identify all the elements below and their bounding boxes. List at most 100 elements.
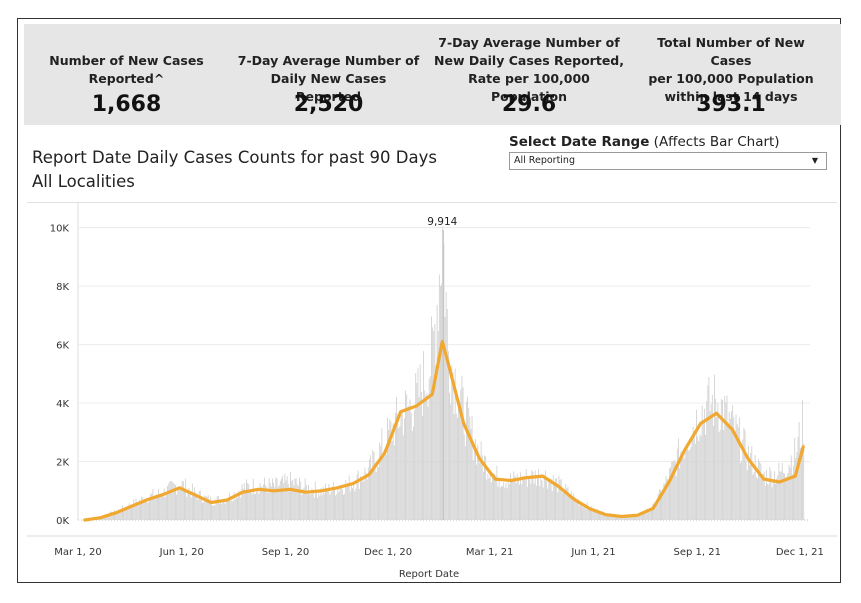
- kpi-7day-rate: 7-Day Average Number of New Daily Cases …: [434, 24, 624, 125]
- bar: [182, 481, 184, 520]
- bar: [608, 515, 610, 520]
- bar: [397, 414, 399, 520]
- bar: [497, 486, 499, 520]
- bar: [203, 501, 205, 520]
- bar: [220, 499, 222, 520]
- bar: [370, 455, 372, 520]
- bar: [555, 478, 556, 520]
- bar: [772, 482, 774, 520]
- bar: [354, 491, 356, 520]
- bar: [418, 397, 420, 520]
- bar: [514, 476, 516, 520]
- bar: [230, 500, 232, 520]
- bar: [412, 426, 414, 520]
- bar: [374, 462, 376, 520]
- bar: [512, 479, 514, 520]
- bar: [121, 505, 123, 520]
- bar: [147, 502, 149, 520]
- bar: [647, 510, 649, 520]
- bar: [644, 510, 646, 520]
- bar: [107, 515, 109, 520]
- bar: [353, 484, 355, 520]
- bar: [594, 509, 596, 520]
- bar: [266, 487, 268, 520]
- date-range-label-bold: Select Date Range: [509, 134, 650, 150]
- bar: [796, 452, 798, 520]
- y-tick-label: 2K: [56, 458, 69, 469]
- bar: [799, 447, 801, 520]
- bar: [487, 473, 489, 520]
- bar: [179, 489, 181, 520]
- bar: [588, 509, 590, 520]
- bar: [315, 489, 317, 520]
- x-axis-title: Report Date: [399, 569, 459, 580]
- bar: [318, 491, 320, 520]
- bar: [436, 304, 438, 520]
- bar: [613, 514, 615, 520]
- bar: [431, 316, 432, 520]
- bar: [663, 483, 665, 520]
- bar: [217, 495, 219, 520]
- bar: [538, 469, 540, 520]
- bar: [250, 489, 252, 520]
- bar: [306, 494, 308, 520]
- bar: [634, 515, 635, 520]
- kpi-label: Number of New Cases Reported^: [49, 53, 204, 86]
- bar: [678, 438, 679, 520]
- bar: [722, 399, 723, 520]
- bar: [117, 510, 119, 520]
- bar: [340, 486, 342, 520]
- bar: [419, 364, 421, 520]
- bar: [141, 496, 143, 520]
- bar: [702, 420, 704, 520]
- bar: [629, 515, 631, 520]
- bar: [570, 491, 572, 520]
- bar: [791, 474, 793, 520]
- kpi-label: 7-Day Average Number of Daily New Cases …: [237, 53, 420, 104]
- bar: [294, 478, 296, 520]
- bar: [408, 405, 410, 520]
- bar: [575, 497, 577, 520]
- bar: [246, 479, 247, 520]
- bar: [676, 448, 678, 520]
- bar: [196, 494, 198, 520]
- date-range-dropdown[interactable]: All Reporting ▼: [509, 152, 827, 170]
- bar: [396, 396, 397, 520]
- bar: [259, 483, 261, 520]
- bar: [434, 323, 436, 520]
- bar: [584, 506, 586, 520]
- bar: [679, 467, 681, 520]
- bar: [123, 508, 125, 520]
- bar: [299, 477, 300, 520]
- bar: [142, 497, 144, 520]
- bar: [435, 365, 437, 520]
- bar: [336, 494, 338, 520]
- bar: [597, 513, 599, 520]
- bar: [334, 487, 335, 520]
- bar: [549, 480, 551, 520]
- bar: [274, 487, 276, 520]
- bar: [685, 450, 687, 520]
- bar: [761, 473, 763, 520]
- bar: [675, 476, 677, 520]
- bar: [643, 513, 644, 520]
- bar: [564, 491, 566, 520]
- bar: [482, 472, 484, 520]
- bar: [208, 502, 210, 520]
- bar: [500, 486, 502, 520]
- bar: [446, 308, 448, 520]
- chevron-down-icon[interactable]: ▼: [811, 156, 818, 165]
- bar: [752, 474, 754, 520]
- bar: [747, 445, 749, 520]
- bar: [171, 481, 173, 520]
- bar: [200, 499, 202, 520]
- bar: [742, 439, 744, 520]
- bar: [394, 412, 396, 520]
- bar: [716, 417, 718, 520]
- bar: [349, 491, 351, 520]
- bar: [631, 516, 633, 520]
- bar: [297, 486, 299, 520]
- bar: [150, 493, 152, 520]
- bar: [346, 485, 348, 520]
- bar: [458, 405, 460, 520]
